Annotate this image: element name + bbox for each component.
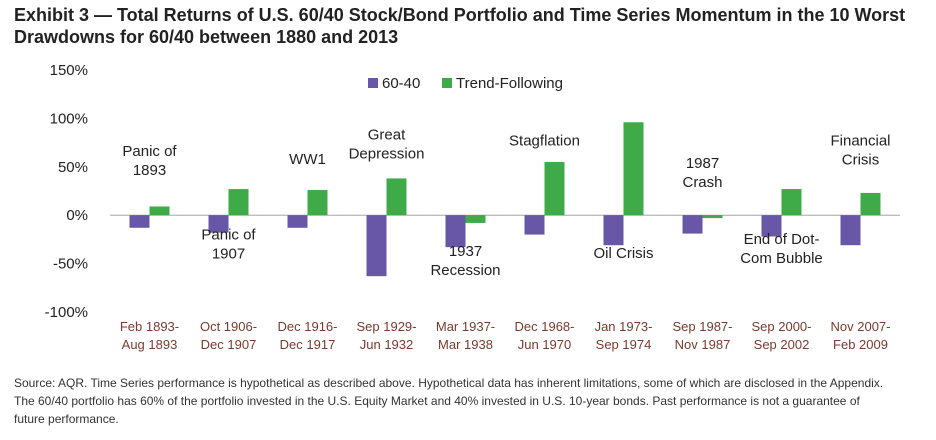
event-annotation: 1907 [212,245,245,262]
bar-60-40 [682,215,703,234]
event-annotation: 1893 [133,162,166,179]
x-category-label: Sep 1987- [673,319,733,334]
chart-title: Exhibit 3 — Total Returns of U.S. 60/40 … [14,4,924,48]
bar-60-40 [524,215,545,235]
x-category-label: Oct 1906- [200,319,257,334]
event-annotation: Depression [349,146,425,163]
bar-trend-following [386,178,407,216]
source-note: Source: AQR. Time Series performance is … [14,374,919,428]
x-category-label: Nov 1987 [675,337,731,352]
bar-60-40 [840,215,861,246]
event-annotation: Great [368,127,406,144]
y-tick-label: -100% [45,304,88,321]
bar-trend-following [623,122,644,216]
bar-chart: 150% 100% 50% 0% -50% -100% Feb 1893- Aug 1893 O… [45,62,900,352]
y-tick-label: 150% [50,62,88,79]
x-category-label: Nov 2007- [831,319,891,334]
legend-label-trend-following: Trend-Following [456,75,563,92]
x-category-label: Jun 1932 [360,337,414,352]
x-category-label: Dec 1968- [515,319,575,334]
legend-swatch-trend-following [442,78,452,88]
x-category-label: Sep 2000- [752,319,812,334]
event-annotation: 1987 [686,155,719,172]
x-category-label: Dec 1917 [280,337,336,352]
x-category-label: Sep 1929- [357,319,417,334]
bar-60-40 [445,215,466,248]
bar-60-40 [366,215,387,277]
event-annotation: End of Dot- [744,231,820,248]
bar-60-40 [287,215,308,228]
chart-title-line-2: Drawdowns for 60/40 between 1880 and 201… [14,27,399,47]
event-annotation: WW1 [289,151,326,168]
legend-label-60-40: 60-40 [382,75,420,92]
bar-trend-following [860,192,881,216]
event-annotation: Oil Crisis [594,245,654,262]
source-line-2: The 60/40 portfolio has 60% of the portf… [14,394,860,408]
event-annotation: Panic of [122,143,177,160]
event-annotation: Crisis [842,152,880,169]
x-category-label: Sep 1974 [596,337,652,352]
bar-trend-following [307,190,328,216]
bar-60-40 [603,215,624,246]
x-category-label: Jun 1970 [518,337,572,352]
event-annotation: Crash [682,174,722,191]
bar-trend-following [702,215,723,219]
x-category-label: Aug 1893 [122,337,178,352]
y-tick-label: -50% [53,256,88,273]
bar-trend-following [544,161,565,216]
x-category-label: Mar 1937- [436,319,495,334]
bar-trend-following [781,189,802,216]
y-tick-label: 100% [50,110,88,127]
x-category-label: Jan 1973- [595,319,653,334]
bar-60-40 [129,215,150,228]
bar-60-40 [208,215,229,233]
event-annotation: Financial [830,133,890,150]
x-category-label: Mar 1938 [438,337,493,352]
source-line-3: future performance. [14,412,119,426]
x-category-label: Feb 2009 [833,337,888,352]
y-tick-label: 50% [58,159,88,176]
x-category-label: Dec 1907 [201,337,257,352]
bar-trend-following [149,206,170,216]
x-category-label: Dec 1916- [278,319,338,334]
legend-swatch-60-40 [368,78,378,88]
event-annotation: Recession [430,262,500,279]
x-category-label: Sep 2002 [754,337,810,352]
bar-trend-following [465,215,486,223]
x-category-label: Feb 1893- [120,319,179,334]
event-annotation: 1937 [449,243,482,260]
event-annotation: Stagflation [509,133,580,150]
source-line-1: Source: AQR. Time Series performance is … [14,376,884,390]
y-tick-label: 0% [66,207,88,224]
chart-title-line-1: Exhibit 3 — Total Returns of U.S. 60/40 … [14,5,906,25]
bar-trend-following [228,189,249,216]
event-annotation: Panic of [201,226,256,243]
bar-60-40 [761,215,782,237]
event-annotation: Com Bubble [740,250,823,267]
